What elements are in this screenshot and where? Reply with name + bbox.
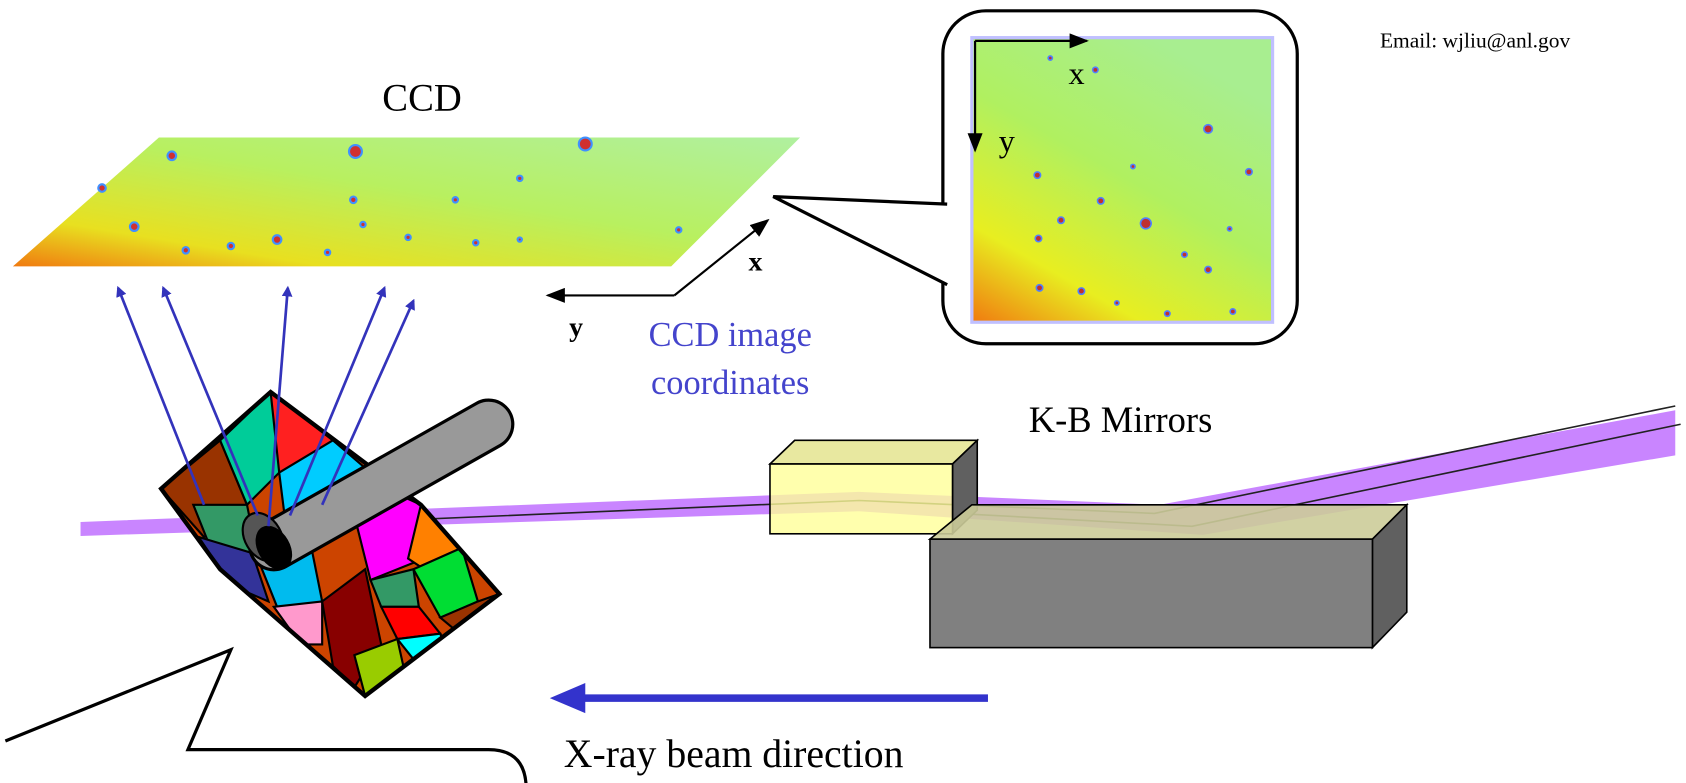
inset-y-label: y bbox=[999, 122, 1015, 158]
axes-caption: CCD image bbox=[649, 316, 812, 354]
ccd-label: CCD bbox=[382, 78, 461, 120]
callout-bubble bbox=[4, 646, 528, 783]
capillary-tube bbox=[241, 398, 515, 572]
upper-mirror bbox=[767, 438, 980, 536]
ccd-axes bbox=[545, 218, 770, 303]
axes-caption: coordinates bbox=[651, 364, 809, 402]
inset-x-label: x bbox=[1069, 55, 1085, 91]
axis-x-label: x bbox=[748, 247, 762, 278]
ccd-detector bbox=[12, 136, 801, 267]
email: Email: wjliu@anl.gov bbox=[1380, 28, 1571, 52]
beam-label: X-ray beam direction bbox=[564, 732, 904, 776]
lower-mirror bbox=[927, 502, 1409, 650]
beam-direction-arrow bbox=[549, 683, 988, 714]
ccd-inset bbox=[772, 9, 1299, 346]
diffracted-rays bbox=[116, 285, 415, 527]
mirrors-label: K-B Mirrors bbox=[1029, 399, 1213, 440]
axis-y-label: y bbox=[569, 312, 583, 343]
